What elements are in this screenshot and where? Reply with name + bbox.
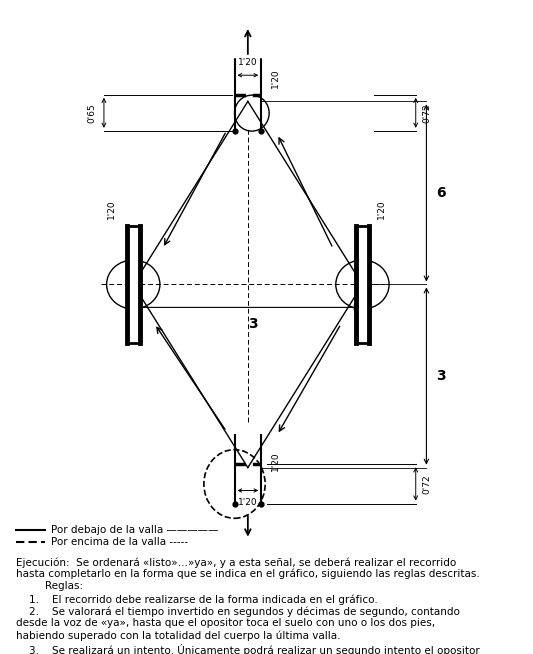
Text: 3.    Se realizará un intento. Únicamente podrá realizar un segundo intento el o: 3. Se realizará un intento. Únicamente p…	[29, 644, 480, 654]
Text: 6: 6	[436, 186, 446, 200]
Text: 0'65: 0'65	[87, 103, 96, 123]
Text: hasta completarlo en la forma que se indica en el gráfico, siguiendo las reglas : hasta completarlo en la forma que se ind…	[16, 569, 480, 579]
Bar	[356, 226, 369, 343]
Text: desde la voz de «ya», hasta que el opositor toca el suelo con uno o los dos pies: desde la voz de «ya», hasta que el oposi…	[16, 619, 435, 628]
Bar	[127, 226, 140, 343]
Text: 3: 3	[436, 369, 446, 383]
Text: Por encima de la valla -----: Por encima de la valla -----	[51, 536, 188, 547]
Text: Reglas:: Reglas:	[32, 581, 83, 591]
Text: habiendo superado con la totalidad del cuerpo la última valla.: habiendo superado con la totalidad del c…	[16, 630, 341, 641]
Text: 1'20: 1'20	[377, 199, 386, 219]
Text: 1.    El recorrido debe realizarse de la forma indicada en el gráfico.: 1. El recorrido debe realizarse de la fo…	[29, 595, 378, 606]
Text: Por debajo de la valla —————: Por debajo de la valla —————	[51, 525, 218, 535]
Text: 1'20: 1'20	[238, 498, 257, 508]
Text: Ejecución:  Se ordenará «listo»…»ya», y a esta señal, se deberá realizar el reco: Ejecución: Se ordenará «listo»…»ya», y a…	[16, 557, 456, 568]
Text: 1'20: 1'20	[271, 69, 280, 88]
Text: 0'72: 0'72	[422, 103, 431, 123]
Text: 0'72: 0'72	[422, 474, 431, 494]
Text: 1'20: 1'20	[107, 199, 116, 219]
Text: 1'20: 1'20	[271, 451, 280, 471]
Text: 3: 3	[248, 317, 258, 331]
Text: 1'20: 1'20	[238, 58, 257, 67]
Text: 2.    Se valorará el tiempo invertido en segundos y décimas de segundo, contando: 2. Se valorará el tiempo invertido en se…	[29, 607, 460, 617]
